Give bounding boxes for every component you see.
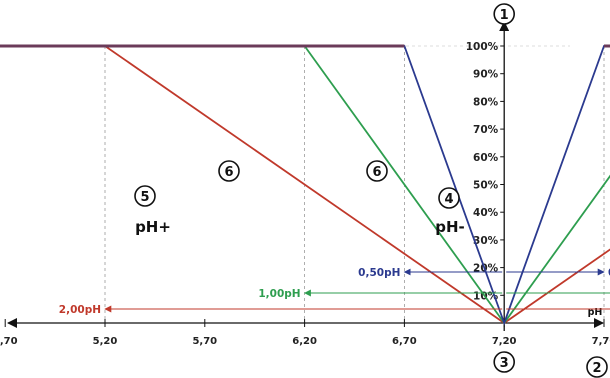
x-tick-label: 4,70	[0, 336, 18, 347]
x-tick-label: 6,20	[292, 336, 317, 347]
x-tick-label: 7,70	[592, 336, 610, 347]
x-tick-label: 5,20	[93, 336, 118, 347]
band-label-left: 1,00pH	[258, 288, 300, 300]
circled-number-text: 2	[592, 361, 601, 376]
y-tick-label: 60%	[473, 152, 499, 164]
y-tick-label: 80%	[473, 96, 499, 108]
circled-number-text: 5	[140, 190, 149, 205]
x-tick-label: 5,70	[192, 336, 217, 347]
circled-number-5	[134, 185, 156, 207]
y-tick-label: 50%	[473, 180, 499, 192]
circled-number-text: 3	[500, 356, 509, 371]
circled-number-text: 1	[500, 8, 509, 23]
circled-number-4	[438, 187, 460, 209]
band-label-left: 2,00pH	[59, 304, 101, 316]
y-tick-label: 40%	[473, 207, 499, 219]
circled-number-3	[493, 351, 516, 373]
band-label-left: 0,50pH	[358, 267, 400, 279]
circled-number-text: 6	[224, 165, 233, 180]
band-label-right: 0,50pH	[608, 267, 610, 279]
y-tick-label: 30%	[473, 235, 499, 247]
x-axis-title: pH	[588, 307, 603, 318]
region-label: pH+	[135, 218, 171, 236]
x-tick-label: 6,70	[392, 336, 417, 347]
region-label: pH-	[435, 218, 465, 236]
circled-number-6	[218, 160, 240, 182]
circled-number-6	[366, 160, 388, 182]
y-tick-label: 100%	[466, 41, 499, 53]
x-tick-label: 7,20	[492, 336, 517, 347]
circled-number-text: 6	[372, 165, 381, 180]
circled-number-1	[493, 3, 516, 25]
circled-number-2	[586, 356, 608, 378]
y-tick-label: 70%	[473, 124, 499, 136]
circled-number-text: 4	[444, 192, 453, 207]
y-tick-label: 90%	[473, 69, 499, 81]
